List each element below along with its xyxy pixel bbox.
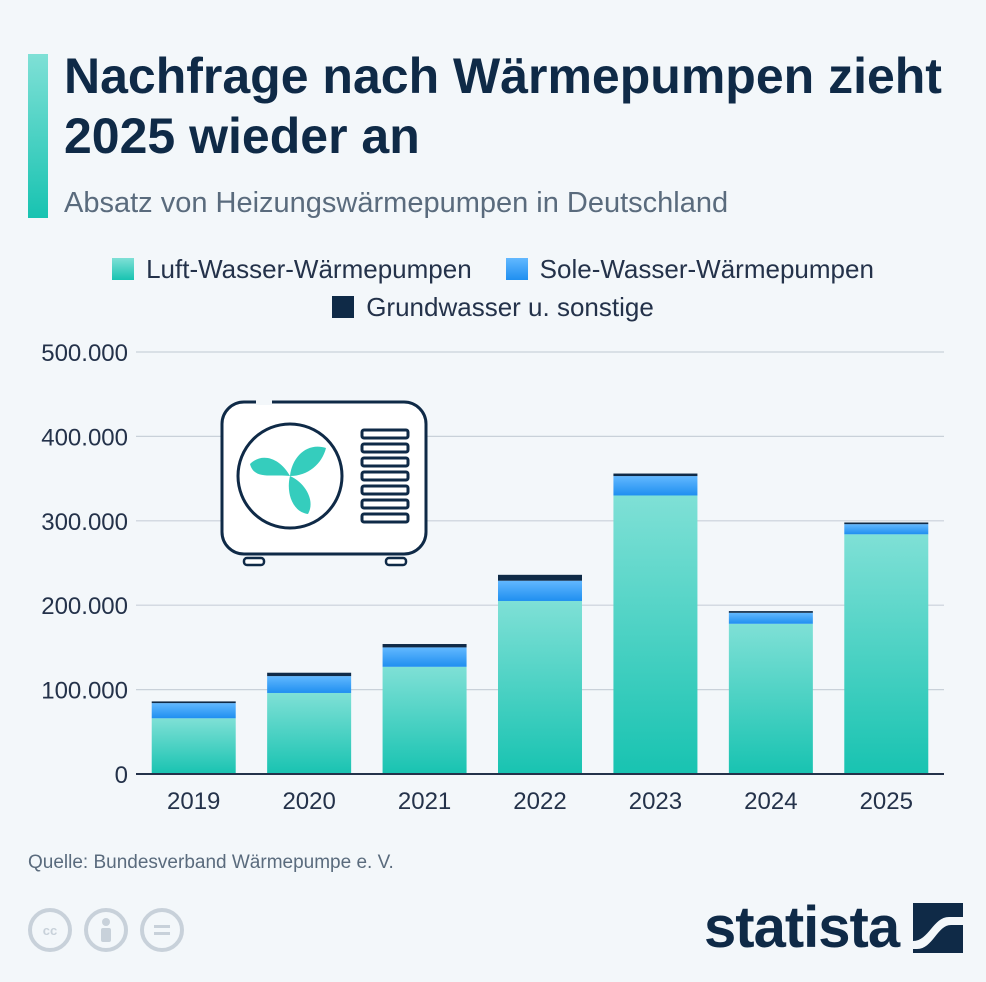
- x-tick-label: 2021: [398, 788, 451, 815]
- bar-segment-luft: [382, 666, 467, 774]
- legend-item-grund: Grundwasser u. sonstige: [332, 292, 654, 323]
- bar-segment-luft: [267, 692, 352, 774]
- brand-wordmark: statista: [704, 895, 900, 960]
- x-tick-label: 2025: [860, 788, 913, 815]
- no-derivatives-icon[interactable]: [140, 908, 184, 952]
- y-tick-label: 400.000: [41, 424, 128, 451]
- cc-icon[interactable]: cc: [28, 908, 72, 952]
- legend-item-sole: Sole-Wasser-Wärmepumpen: [505, 253, 874, 285]
- bar-segment-grund: [844, 522, 929, 525]
- x-tick-label: 2022: [513, 788, 566, 815]
- license-icons: cc: [28, 908, 184, 952]
- y-tick-label: 500.000: [41, 340, 128, 367]
- source-note: Quelle: Bundesverband Wärmepumpe e. V.: [28, 852, 394, 873]
- bar-segment-sole: [151, 703, 236, 719]
- bar-segment-grund: [498, 574, 582, 581]
- legend-swatch-sole: [505, 258, 528, 280]
- x-tick-label: 2020: [282, 788, 335, 815]
- legend-swatch-grund: [332, 296, 355, 318]
- bar-segment-luft: [151, 718, 236, 774]
- legend-label-luft: Luft-Wasser-Wärmepumpen: [146, 253, 472, 284]
- bar-segment-sole: [267, 676, 352, 693]
- y-tick-label: 0: [115, 762, 128, 789]
- attribution-icon[interactable]: [84, 908, 128, 952]
- bar-segment-sole: [728, 612, 813, 624]
- legend-item-luft: Luft-Wasser-Wärmepumpen: [112, 254, 472, 285]
- bar-segment-luft: [498, 600, 582, 774]
- bar-segment-grund: [382, 644, 467, 648]
- y-tick-label: 200.000: [41, 593, 128, 620]
- svg-text:cc: cc: [43, 923, 57, 938]
- chart-subtitle: Absatz von Heizungswärmepumpen in Deutsc…: [64, 187, 729, 219]
- legend-label-sole: Sole-Wasser-Wärmepumpen: [539, 253, 874, 284]
- x-tick-label: 2024: [744, 788, 797, 815]
- bar-segment-sole: [844, 524, 929, 535]
- bar-segment-grund: [151, 701, 236, 704]
- bar-segment-luft: [728, 623, 813, 774]
- x-tick-label: 2023: [629, 788, 682, 815]
- bar-segment-sole: [382, 647, 467, 667]
- heat-pump-icon: [220, 397, 428, 567]
- bar-segment-luft: [613, 495, 698, 774]
- y-tick-label: 100.000: [41, 678, 128, 705]
- chart-title: Nachfrage nach Wärmepumpen zieht 2025 wi…: [64, 48, 942, 164]
- bar-segment-grund: [613, 473, 698, 477]
- legend-swatch-luft: [112, 258, 135, 280]
- bar-segment-sole: [498, 580, 582, 601]
- title-accent-bar: [28, 54, 48, 218]
- bar-segment-grund: [267, 672, 352, 677]
- x-axis-labels: 2019 2020 2021 2022 2023 2024 2025: [136, 773, 944, 815]
- y-tick-label: 300.000: [41, 509, 128, 536]
- bar-segment-grund: [728, 611, 813, 613]
- statista-logo-icon: [913, 903, 964, 953]
- x-tick-label: 2019: [167, 788, 220, 815]
- statista-brand[interactable]: statista: [704, 895, 964, 960]
- legend: Luft-Wasser-Wärmepumpen Sole-Wasser-Wärm…: [0, 250, 986, 326]
- legend-label-grund: Grundwasser u. sonstige: [366, 291, 654, 322]
- bars-layer: [151, 473, 929, 774]
- bar-segment-sole: [613, 476, 698, 496]
- stacked-bar-chart: 0 100.000 200.000 300.000 400.000 500.000 201…: [41, 340, 944, 815]
- bar-segment-luft: [844, 534, 929, 774]
